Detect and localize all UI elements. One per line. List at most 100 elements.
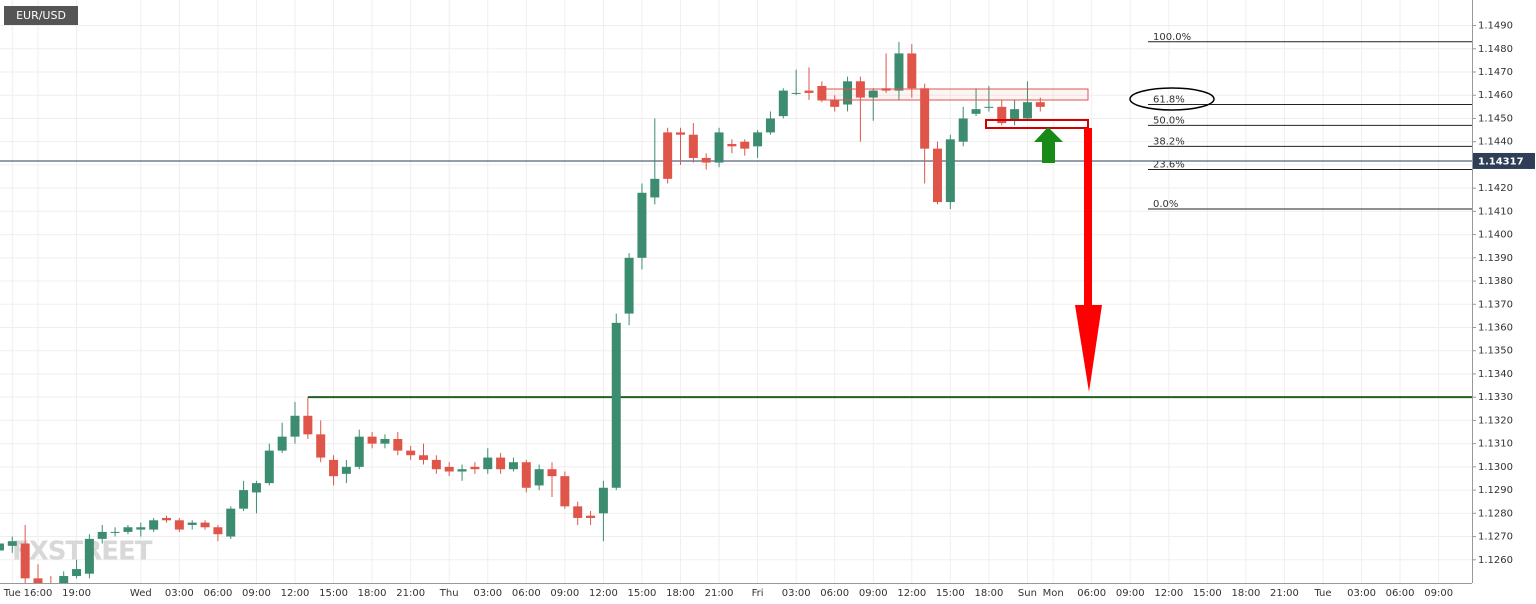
- candle-body: [110, 531, 120, 533]
- x-tick-label: 21:00: [396, 588, 425, 599]
- candle-body: [1035, 102, 1045, 107]
- candle-body: [945, 139, 955, 203]
- candle-body: [753, 132, 763, 147]
- candle-body: [277, 436, 287, 451]
- candle-body: [676, 132, 685, 135]
- candle-body: [933, 148, 942, 203]
- y-tick-label: 1.1330: [1478, 392, 1513, 403]
- y-tick-label: 1.1420: [1478, 183, 1513, 194]
- candle-body: [7, 541, 17, 546]
- fib-label: 61.8%: [1153, 95, 1185, 106]
- candle-body: [136, 527, 146, 530]
- x-tick-label: 12:00: [1154, 588, 1183, 599]
- y-tick-label: 1.1440: [1478, 137, 1513, 148]
- y-tick-label: 1.1380: [1478, 276, 1513, 287]
- y-tick-label: 1.1320: [1478, 415, 1513, 426]
- y-tick-label: 1.1480: [1478, 44, 1513, 55]
- candle-body: [84, 538, 94, 574]
- resistance-zone: [817, 88, 1089, 101]
- candle-body: [958, 118, 968, 142]
- candle-body: [727, 144, 737, 147]
- x-tick-label: 03:00: [1347, 588, 1376, 599]
- candle-body: [457, 469, 467, 472]
- x-tick-label: 12:00: [589, 588, 618, 599]
- watermark: FXSTREET: [12, 537, 153, 567]
- x-tick-label: 09:00: [1116, 588, 1145, 599]
- candle-body: [611, 322, 621, 488]
- candle-body: [843, 81, 853, 105]
- plot-area: [0, 0, 1472, 583]
- candle-body: [560, 476, 570, 507]
- up-arrow-head: [1034, 127, 1063, 142]
- y-tick-label: 1.1260: [1478, 555, 1513, 566]
- candle-body: [894, 53, 904, 91]
- x-tick-label: 06:00: [203, 588, 232, 599]
- x-tick-label: 15:00: [1193, 588, 1222, 599]
- candle-body: [1010, 109, 1020, 121]
- candle-body: [624, 257, 634, 314]
- x-tick-label: 15:00: [628, 588, 657, 599]
- candle-body: [1022, 102, 1032, 119]
- fib-highlight: [1129, 87, 1215, 111]
- candle-body: [483, 457, 493, 470]
- candle-body: [920, 88, 930, 149]
- candle-body: [997, 106, 1007, 124]
- candle-body: [72, 569, 82, 577]
- fib-label: 38.2%: [1153, 136, 1185, 147]
- x-tick-label: 21:00: [1270, 588, 1299, 599]
- candle-body: [226, 508, 236, 537]
- x-tick-label: Tue: [3, 588, 21, 599]
- x-tick-label: Sun: [1018, 588, 1037, 599]
- y-tick-label: 1.1370: [1478, 299, 1513, 310]
- candle-body: [470, 466, 480, 470]
- x-tick-label: 09:00: [550, 588, 579, 599]
- candle-body: [521, 462, 531, 488]
- current-price-label: 1.14317: [1478, 156, 1524, 167]
- candle-body: [354, 436, 364, 467]
- candle-body: [200, 522, 210, 528]
- candle-body: [650, 178, 660, 198]
- x-tick-label: 12:00: [897, 588, 926, 599]
- candle-body: [213, 527, 223, 535]
- candle-body: [149, 520, 159, 530]
- x-tick-label: 21:00: [705, 588, 734, 599]
- x-tick-label: 16:00: [24, 588, 53, 599]
- candle-body: [701, 157, 711, 163]
- x-tick-label: 06:00: [512, 588, 541, 599]
- x-tick-label: Mon: [1043, 588, 1064, 599]
- symbol-badge: [4, 6, 78, 25]
- x-tick-label: Wed: [130, 588, 152, 599]
- y-tick-label: 1.1270: [1478, 532, 1513, 543]
- x-tick-label: 09:00: [859, 588, 888, 599]
- candle-body: [367, 436, 377, 444]
- candle-body: [508, 462, 518, 470]
- candle-body: [0, 543, 4, 551]
- candle-body: [264, 450, 274, 484]
- x-tick-label: 12:00: [281, 588, 310, 599]
- candle-body: [123, 527, 133, 532]
- candle-body: [431, 459, 441, 470]
- x-tick-label: 03:00: [782, 588, 811, 599]
- candle-body: [444, 466, 454, 472]
- x-tick-label: 15:00: [936, 588, 965, 599]
- y-tick-label: 1.1410: [1478, 206, 1513, 217]
- candle-body: [547, 469, 557, 477]
- down-arrow-shaft: [1084, 128, 1092, 305]
- y-tick-label: 1.1360: [1478, 323, 1513, 334]
- candle-body: [984, 106, 994, 108]
- candle-body: [406, 450, 416, 456]
- symbol: EUR/USD: [16, 9, 66, 22]
- candle-body: [33, 578, 43, 583]
- y-tick-label: 1.1300: [1478, 462, 1513, 473]
- fib-label: 100.0%: [1153, 32, 1191, 43]
- candle-body: [971, 109, 981, 114]
- candle-body: [97, 531, 107, 539]
- x-tick-label: 18:00: [666, 588, 695, 599]
- y-tick-label: 1.1310: [1478, 439, 1513, 450]
- candle-body: [59, 576, 69, 583]
- candle-body: [791, 92, 801, 94]
- candle-body: [393, 438, 403, 451]
- x-tick-label: 03:00: [473, 588, 502, 599]
- x-tick-label: 06:00: [820, 588, 849, 599]
- x-tick-label: Tue: [1313, 588, 1331, 599]
